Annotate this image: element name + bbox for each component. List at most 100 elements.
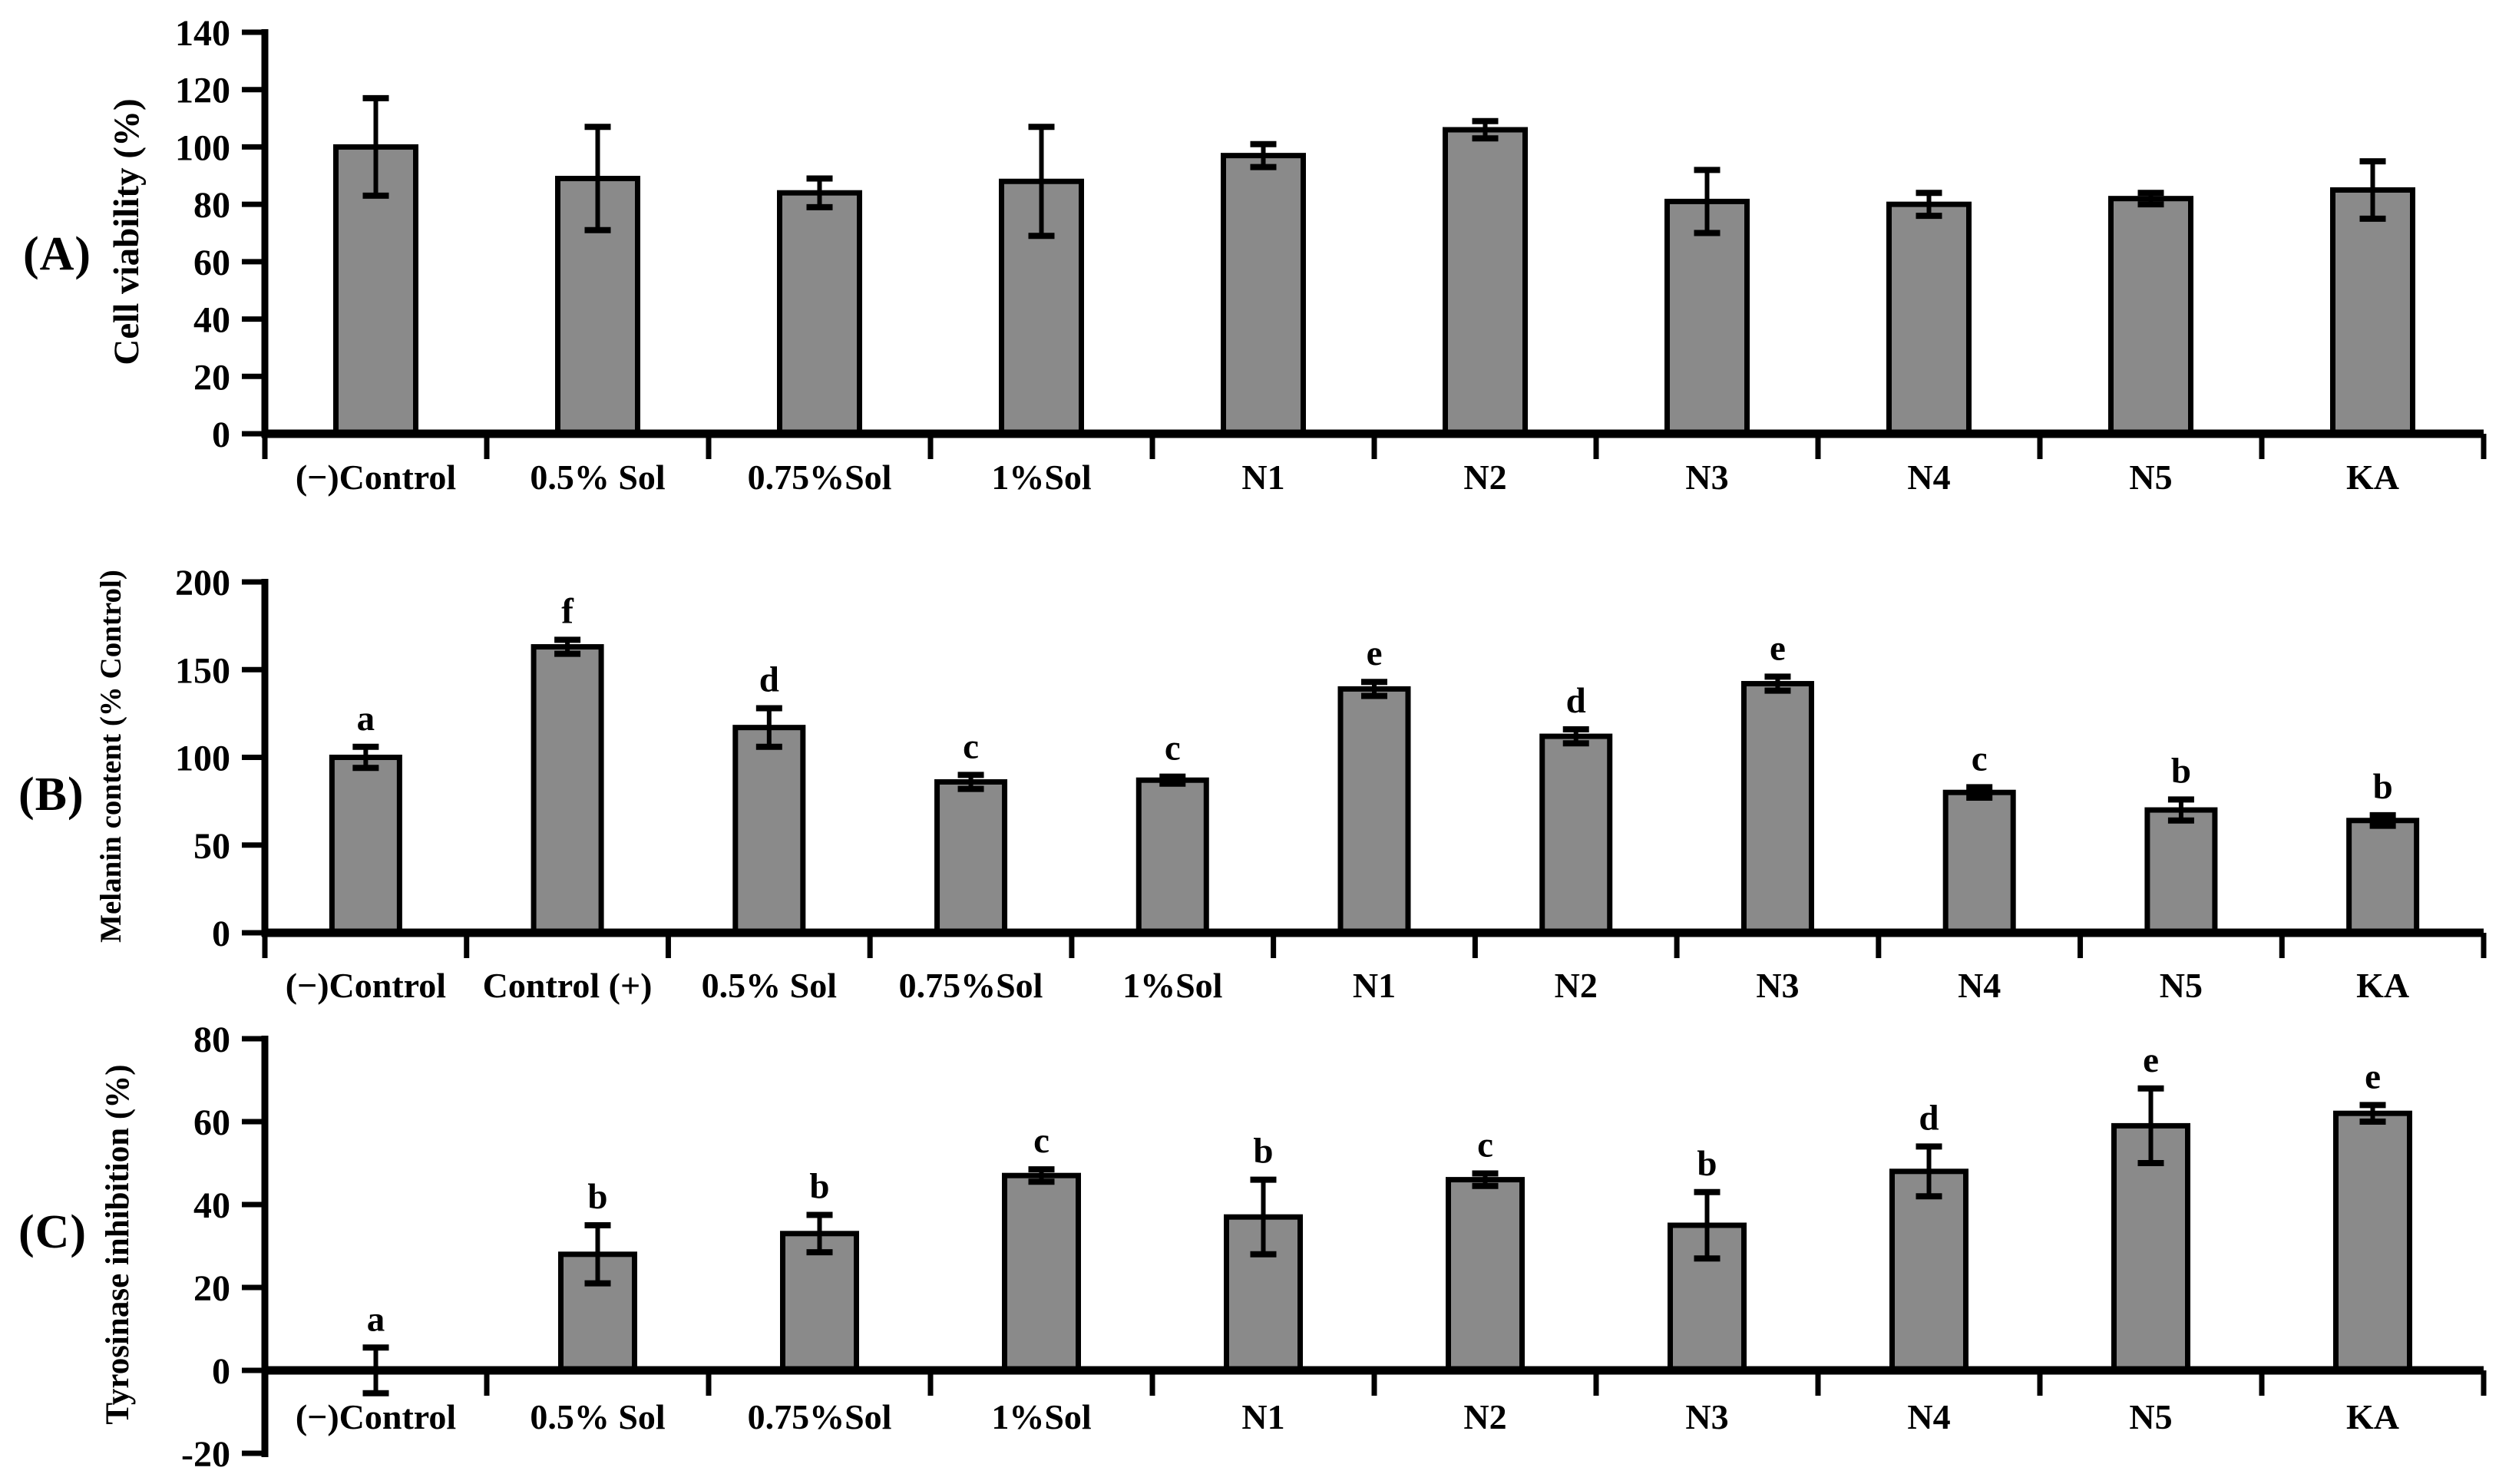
- error-bar-1%Sol: [1028, 1166, 1055, 1185]
- bar-N2: [1443, 127, 1528, 437]
- x-category-label: 0.5% Sol: [702, 966, 837, 1005]
- y-tick-label: 0: [212, 914, 230, 954]
- error-bar-(−)Control: [362, 94, 389, 199]
- significance-letter-N2: c: [1477, 1125, 1493, 1165]
- significance-letter-1%Sol: c: [1033, 1121, 1050, 1161]
- bar-N4: [1942, 789, 2016, 936]
- panel-a-chart: 0 20 40 60 80 100 120 140 (−)Control 0.5% Sol 0.75…: [175, 13, 2487, 497]
- y-tick-label: 20: [193, 357, 230, 398]
- error-bar-N1: [1250, 140, 1277, 170]
- panel-c-chart: a b b c b c b d e e -20 0 20 40 60 80 (−)Control 0.5% Sol…: [181, 1021, 2487, 1475]
- x-category-label: (−)Control: [296, 1397, 456, 1436]
- error-bar-Control (+): [554, 636, 581, 657]
- significance-letter-0.75%Sol: b: [809, 1167, 829, 1207]
- x-category-label: N3: [1685, 458, 1728, 497]
- bar-KA: [2330, 187, 2415, 437]
- y-tick-label: 40: [193, 300, 230, 341]
- significance-letter-N5: e: [2143, 1040, 2159, 1080]
- error-bar-0.5% Sol: [755, 705, 782, 750]
- error-bar-KA: [2369, 811, 2396, 829]
- x-category-label: N5: [2160, 966, 2203, 1005]
- bar-N1: [1337, 686, 1411, 936]
- x-category-label: KA: [2346, 1397, 2399, 1436]
- x-category-label: KA: [2356, 966, 2409, 1005]
- x-category-label: (−)Control: [286, 966, 446, 1005]
- panel-a-label: (A): [23, 228, 92, 280]
- panel-c-label: (C): [18, 1206, 88, 1258]
- x-category-label: 0.5% Sol: [530, 458, 665, 497]
- y-tick-label: 200: [175, 563, 230, 603]
- x-category-label: 1%Sol: [1122, 966, 1222, 1005]
- error-bar-N5: [2137, 190, 2164, 208]
- x-category-label: 0.75%Sol: [748, 1397, 892, 1436]
- x-category-label: N1: [1241, 458, 1284, 497]
- error-bar-N3: [1764, 673, 1791, 694]
- bar-KA: [2346, 818, 2420, 936]
- bar-N5: [2108, 196, 2193, 437]
- y-tick-label: 100: [175, 739, 230, 779]
- error-bar-1%Sol: [1028, 124, 1055, 240]
- x-category-label: N1: [1353, 966, 1396, 1005]
- bar-Control (+): [531, 644, 604, 936]
- panel-b-label: (B): [18, 768, 84, 821]
- bar-N1: [1221, 153, 1306, 437]
- significance-letter-N1: b: [1253, 1132, 1273, 1172]
- bar-N3: [1740, 681, 1814, 936]
- significance-letter-(−)Control: a: [367, 1299, 385, 1339]
- significance-letter-N4: d: [1919, 1098, 1939, 1138]
- bar-N4: [1886, 201, 1972, 437]
- significance-letter-KA: e: [2365, 1056, 2381, 1096]
- error-bar-N2: [1562, 725, 1589, 747]
- error-bar-(−)Control: [352, 743, 379, 772]
- y-tick-label: 120: [175, 71, 230, 111]
- bar-1%Sol: [1002, 1172, 1081, 1373]
- x-category-label: KA: [2346, 458, 2399, 497]
- significance-letter-(−)Control: a: [357, 699, 375, 739]
- x-category-label: 0.5% Sol: [530, 1397, 665, 1436]
- bar-0.75%Sol: [777, 190, 862, 437]
- bar-0.75%Sol: [934, 778, 1008, 936]
- significance-letter-0.5% Sol: d: [759, 660, 779, 700]
- bar-0.75%Sol: [780, 1231, 859, 1373]
- x-category-label: N3: [1685, 1397, 1728, 1436]
- significance-letter-N3: e: [1770, 628, 1786, 668]
- bar-0.5% Sol: [732, 725, 806, 936]
- error-bar-KA: [2359, 1102, 2386, 1125]
- y-tick-label: 100: [175, 127, 230, 168]
- x-category-label: 1%Sol: [991, 1397, 1091, 1436]
- y-tick-label: 0: [212, 1351, 230, 1392]
- significance-letter-0.5% Sol: b: [587, 1177, 607, 1217]
- significance-letter-N3: b: [1697, 1144, 1717, 1184]
- error-bar-0.75%Sol: [806, 1211, 833, 1256]
- y-tick-label: 20: [193, 1268, 230, 1309]
- x-category-label: N2: [1555, 966, 1598, 1005]
- significance-letter-N5: b: [2171, 751, 2191, 791]
- error-bar-KA: [2359, 158, 2386, 222]
- error-bar-0.5% Sol: [584, 124, 611, 233]
- y-tick-label: 0: [212, 415, 230, 455]
- y-tick-label: 80: [193, 1021, 230, 1060]
- significance-letter-N4: c: [1972, 739, 1988, 778]
- bar-N3: [1664, 198, 1750, 437]
- bar-N4: [1889, 1168, 1968, 1373]
- error-bar-N1: [1361, 679, 1387, 699]
- bar-N2: [1446, 1177, 1525, 1373]
- error-bar-N3: [1694, 1188, 1721, 1262]
- error-bar-N2: [1472, 117, 1499, 142]
- x-category-label: N4: [1907, 1397, 1950, 1436]
- error-bar-N5: [2167, 796, 2194, 824]
- bar-N2: [1539, 733, 1613, 936]
- significance-letter-0.75%Sol: c: [963, 726, 979, 766]
- x-category-label: 0.75%Sol: [748, 458, 892, 497]
- x-category-label: N4: [1907, 458, 1950, 497]
- y-tick-label: 40: [193, 1185, 230, 1226]
- bar-N5: [2144, 807, 2218, 936]
- significance-letter-1%Sol: c: [1165, 729, 1181, 768]
- x-category-label: N2: [1463, 1397, 1506, 1436]
- y-tick-label: 80: [193, 185, 230, 226]
- x-category-label: N2: [1463, 458, 1506, 497]
- panel-b-chart: a f d c c e d e c b b 0 50 100 150 200 (−)Control Control…: [175, 563, 2487, 1005]
- bar-1%Sol: [1135, 777, 1209, 936]
- error-bar-N4: [1916, 1143, 1942, 1200]
